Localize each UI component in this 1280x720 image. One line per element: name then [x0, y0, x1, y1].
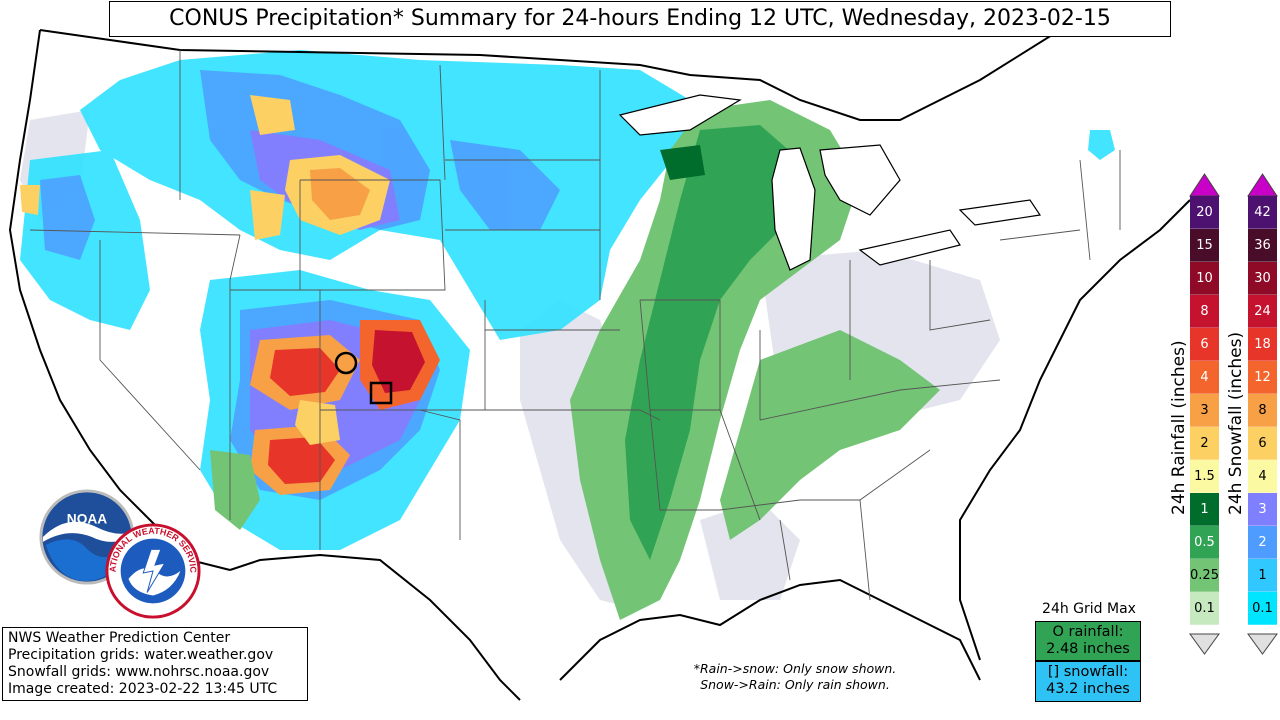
snow-legend-cell: 3 — [1248, 493, 1277, 526]
snow-legend-cell: 12 — [1248, 361, 1277, 394]
rain-legend-cell: 6 — [1190, 328, 1219, 361]
info-line-center: NWS Weather Prediction Center — [8, 630, 231, 646]
info-line-created: Image created: 2023-02-22 13:45 UTC — [8, 681, 278, 697]
grid-max-snowfall: [] snowfall: 43.2 inches — [1035, 661, 1141, 702]
noaa-logo-text: NOAA — [67, 511, 107, 526]
rainfall-legend-title: 24h Rainfall (inches) — [1169, 340, 1189, 515]
rain-legend-cell: 1.5 — [1190, 460, 1219, 493]
rain-legend-cell: 0.1 — [1190, 592, 1219, 625]
snowfall-legend-title: 24h Snowfall (inches) — [1226, 331, 1246, 515]
snowfall-max-marker — [369, 381, 393, 405]
note-line-1: *Rain->snow: Only snow shown. — [693, 661, 897, 676]
rain-snow-note: *Rain->snow: Only snow shown. Snow->Rain… — [650, 661, 940, 693]
snow-legend-cell: 1 — [1248, 559, 1277, 592]
rain-legend-cell: 2 — [1190, 427, 1219, 460]
snow-legend-bottom-arrow — [1247, 633, 1278, 655]
note-line-2: Snow->Rain: Only rain shown. — [700, 677, 890, 692]
snow-legend-cell: 6 — [1248, 427, 1277, 460]
grid-max-label: 24h Grid Max — [1042, 601, 1136, 617]
info-line-snow-source: Snowfall grids: www.nohrsc.noaa.gov — [8, 664, 270, 680]
snow-legend-cell: 30 — [1248, 262, 1277, 295]
rain-legend-cell: 0.5 — [1190, 526, 1219, 559]
grid-max-rain-label: O rainfall: — [1052, 624, 1124, 640]
rain-legend-cell: 10 — [1190, 262, 1219, 295]
rain-legend-cell: 1 — [1190, 493, 1219, 526]
grid-max-snow-label: [] snowfall: — [1047, 664, 1129, 680]
snow-legend-cell: 42 — [1248, 196, 1277, 229]
snowfall-areas-heavy — [20, 95, 440, 495]
snow-legend-cell: 4 — [1248, 460, 1277, 493]
snowfall-legend: 42 36 30 24 18 12 8 6 4 3 2 1 0.1 — [1248, 196, 1277, 625]
map-title: CONUS Precipitation* Summary for 24-hour… — [109, 1, 1171, 37]
great-lakes — [618, 94, 1042, 271]
snow-legend-cell: 0.1 — [1248, 592, 1277, 625]
rain-legend-bottom-arrow — [1189, 633, 1220, 655]
rain-legend-cell: 20 — [1190, 196, 1219, 229]
rain-legend-cell: 0.25 — [1190, 559, 1219, 592]
info-line-precip-source: Precipitation grids: water.weather.gov — [8, 647, 274, 663]
grid-max-rain-value: 2.48 inches — [1046, 641, 1130, 657]
grid-max-snow-value: 43.2 inches — [1046, 681, 1130, 697]
snow-legend-cell: 2 — [1248, 526, 1277, 559]
rain-legend-cell: 4 — [1190, 361, 1219, 394]
grid-max-rainfall: O rainfall: 2.48 inches — [1035, 621, 1141, 661]
nws-logo: NATIONAL WEATHER SERVICE — [104, 522, 201, 619]
rainfall-legend: 20 15 10 8 6 4 3 2 1.5 1 0.5 0.25 0.1 — [1190, 196, 1219, 625]
snow-legend-cell: 24 — [1248, 295, 1277, 328]
snow-legend-cell: 8 — [1248, 394, 1277, 427]
rain-legend-cell: 15 — [1190, 229, 1219, 262]
snow-legend-cell: 36 — [1248, 229, 1277, 262]
info-box: NWS Weather Prediction Center Precipitat… — [2, 627, 308, 701]
rainfall-max-marker — [334, 351, 358, 375]
state-lines — [29, 50, 1121, 601]
snow-legend-cell: 18 — [1248, 328, 1277, 361]
rain-legend-cell: 8 — [1190, 295, 1219, 328]
rain-legend-cell: 3 — [1190, 394, 1219, 427]
